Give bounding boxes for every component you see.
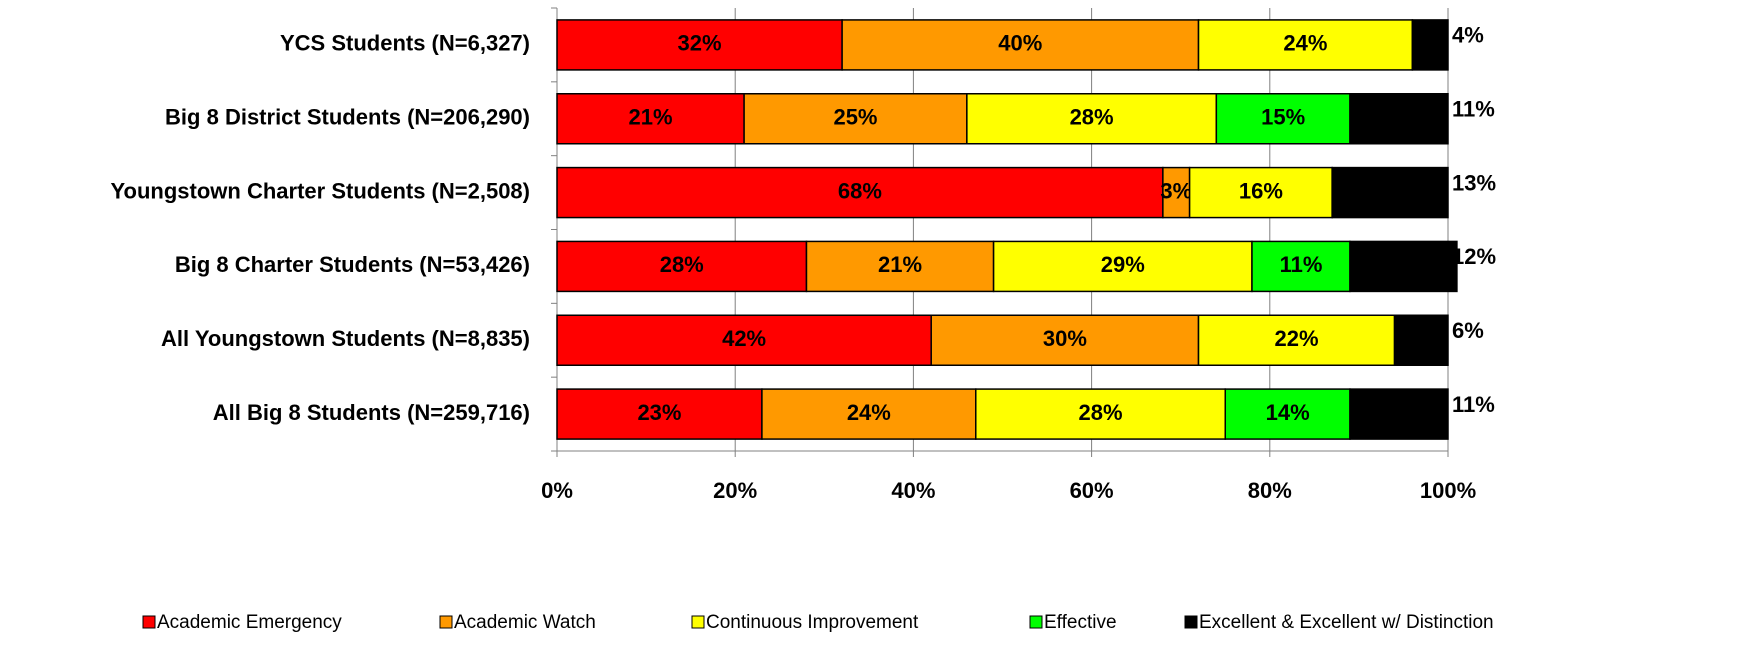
value-label: 14% <box>1266 400 1310 425</box>
y-tick-label: Big 8 Charter Students (N=53,426) <box>175 252 530 277</box>
legend-swatch <box>1029 615 1043 629</box>
value-label: 12% <box>1452 244 1496 269</box>
value-label: 28% <box>1070 105 1114 130</box>
value-label: 11% <box>1452 97 1495 122</box>
legend-label: Academic Emergency <box>157 612 342 633</box>
value-label: 68% <box>838 178 882 203</box>
value-label: 13% <box>1452 170 1496 195</box>
value-label: 21% <box>878 252 922 277</box>
value-label: 25% <box>833 105 877 130</box>
value-label: 24% <box>847 400 891 425</box>
bar-segment <box>743 93 968 145</box>
value-label: 40% <box>998 31 1042 56</box>
value-label: 3% <box>1160 178 1192 203</box>
value-label: 28% <box>660 252 704 277</box>
bar-segment <box>556 314 932 366</box>
y-tick-label: All Big 8 Students (N=259,716) <box>213 400 530 425</box>
x-tick-label: 80% <box>1248 478 1292 503</box>
bar-segment <box>556 93 745 145</box>
bar-segment <box>1331 166 1449 219</box>
bar-segment <box>930 314 1200 366</box>
x-tick-label: 60% <box>1070 478 1114 503</box>
value-label: 32% <box>678 31 722 56</box>
bar-segment <box>1349 388 1449 440</box>
legend-label: Academic Watch <box>454 612 596 633</box>
bar-segment <box>556 166 1164 219</box>
bar-segment <box>1162 166 1191 219</box>
value-label: 24% <box>1283 31 1327 56</box>
value-label: 4% <box>1452 23 1484 48</box>
value-label: 29% <box>1101 252 1145 277</box>
bar-segment <box>761 388 977 440</box>
bar-segment <box>1224 388 1351 440</box>
value-label: 21% <box>629 105 673 130</box>
x-tick-label: 40% <box>891 478 935 503</box>
value-label: 16% <box>1239 178 1283 203</box>
bar-segment <box>1393 314 1449 366</box>
value-label: 11% <box>1452 392 1495 417</box>
y-tick-label: Youngstown Charter Students (N=2,508) <box>111 178 530 203</box>
bar-segment <box>1349 240 1458 293</box>
bar-segment <box>992 240 1253 293</box>
value-label: 15% <box>1261 105 1305 130</box>
value-label: 22% <box>1275 326 1319 351</box>
bar-segment <box>1349 93 1449 145</box>
legend-label: Effective <box>1044 612 1117 633</box>
value-label: 11% <box>1280 252 1323 277</box>
bar-segment <box>1188 166 1333 219</box>
value-label: 6% <box>1452 318 1484 343</box>
legend-label: Continuous Improvement <box>706 612 919 633</box>
bar-segment <box>975 388 1227 440</box>
legend-swatch <box>142 615 156 629</box>
value-label: 30% <box>1043 326 1087 351</box>
bar-segment <box>1411 19 1449 71</box>
value-label: 23% <box>637 400 681 425</box>
bar-segment <box>556 240 808 293</box>
x-tick-label: 100% <box>1420 478 1476 503</box>
bar-segment <box>805 240 995 293</box>
x-tick-label: 20% <box>713 478 757 503</box>
bar-segment <box>1197 19 1414 71</box>
x-tick-label: 0% <box>541 478 573 503</box>
value-label: 28% <box>1078 400 1122 425</box>
legend-swatch <box>1184 615 1198 629</box>
y-tick-label: All Youngstown Students (N=8,835) <box>161 326 530 351</box>
y-tick-label: Big 8 District Students (N=206,290) <box>165 105 530 130</box>
value-label: 42% <box>722 326 766 351</box>
bar-segment <box>1197 314 1396 366</box>
legend-swatch <box>691 615 705 629</box>
legend-label: Excellent & Excellent w/ Distinction <box>1199 612 1494 633</box>
bar-segment <box>966 93 1218 145</box>
bar-segment <box>1251 240 1351 293</box>
legend-swatch <box>439 615 453 629</box>
y-tick-label: YCS Students (N=6,327) <box>280 31 530 56</box>
